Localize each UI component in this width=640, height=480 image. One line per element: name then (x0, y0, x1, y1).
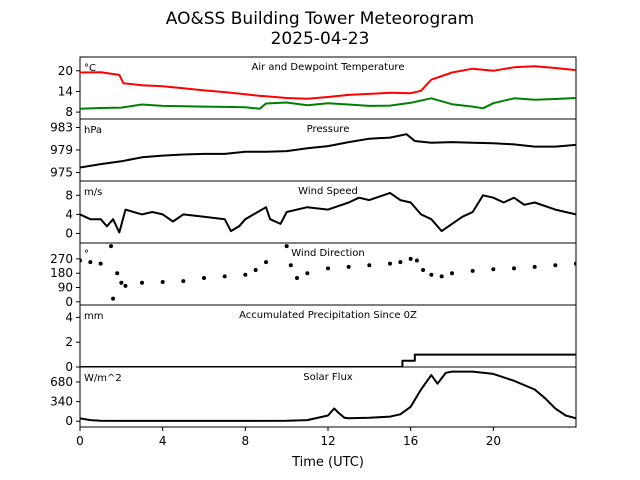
data-point (408, 256, 413, 261)
series-group (80, 353, 576, 367)
y-tick-label: 2 (65, 335, 73, 349)
series-group (80, 244, 576, 301)
y-tick-label: 680 (50, 375, 73, 389)
panel-title: Solar Flux (303, 372, 353, 383)
y-tick-label: 4 (65, 310, 73, 324)
data-point (295, 275, 299, 280)
panel-title: Wind Speed (298, 186, 358, 197)
data-point (243, 272, 248, 277)
y-tick-label: 340 (50, 395, 73, 409)
series-group (80, 133, 576, 169)
x-tick-label: 8 (242, 434, 250, 448)
y-tick-label: 90 (58, 281, 73, 295)
x-tick-label: 16 (403, 434, 418, 448)
data-point (115, 271, 120, 276)
data-point (512, 266, 516, 271)
panel-2: 0 4 8 Wind Speed m/s (65, 180, 577, 244)
data-point (288, 263, 293, 268)
y-tick-label: 975 (50, 166, 73, 180)
data-point (439, 274, 444, 279)
y-tick-label: 0 (65, 226, 73, 240)
data-point (109, 244, 113, 249)
data-point (264, 260, 268, 265)
panel-unit-label: mm (84, 311, 103, 322)
y-tick-label: 8 (65, 188, 73, 202)
y-tick-label: 180 (50, 266, 73, 280)
panel-unit-label: °C (84, 63, 96, 74)
data-point (140, 280, 144, 285)
series-line-0 (80, 65, 576, 100)
data-point (450, 271, 454, 276)
data-point (553, 263, 558, 268)
panel-title: Wind Direction (291, 248, 365, 259)
data-point (88, 260, 93, 265)
panel-1: 975 979 983 Pressure hPa (50, 118, 577, 182)
data-point (284, 244, 289, 249)
panel-title: Accumulated Precipitation Since 0Z (239, 310, 417, 321)
panel-unit-label: hPa (84, 125, 102, 136)
data-point (346, 264, 351, 269)
x-tick-label: 12 (320, 434, 335, 448)
x-tick-label: 20 (486, 434, 501, 448)
panel-0: 8 14 20 Air and Dewpoint Temperature °C (58, 56, 577, 120)
panel-unit-label: ° (84, 249, 89, 260)
y-tick-label: 979 (50, 143, 73, 157)
series-group (80, 65, 576, 110)
data-point (367, 263, 372, 268)
figure-title-line1: AO&SS Building Tower Meteorogram (166, 9, 474, 29)
data-point (398, 260, 403, 265)
series-line-0 (80, 133, 576, 169)
data-point (326, 266, 330, 271)
panel-unit-label: m/s (84, 187, 102, 198)
x-axis: 0 4 8 12 16 20 (76, 427, 501, 448)
data-point (574, 261, 576, 266)
y-tick-label: 14 (58, 84, 73, 98)
data-point (160, 279, 165, 284)
panel-title: Pressure (307, 124, 350, 135)
data-point (111, 296, 116, 301)
panel-unit-label: W/m^2 (84, 373, 122, 384)
series-line-0 (80, 353, 576, 367)
y-tick-label: 0 (65, 295, 73, 309)
x-tick-label: 4 (159, 434, 167, 448)
data-point (80, 258, 82, 263)
y-tick-label: 0 (65, 360, 73, 374)
data-point (202, 275, 206, 280)
series-line-0 (80, 370, 576, 422)
x-axis-label: Time (UTC) (291, 455, 364, 470)
data-point (470, 268, 475, 273)
data-point (429, 272, 434, 277)
data-point (491, 267, 496, 272)
data-point (253, 268, 258, 273)
panel-title: Air and Dewpoint Temperature (252, 62, 405, 73)
y-tick-label: 20 (58, 64, 73, 78)
y-tick-label: 983 (50, 120, 73, 134)
data-point (421, 268, 426, 273)
data-point (305, 271, 310, 276)
data-point (119, 280, 124, 285)
data-point (98, 261, 103, 266)
data-point (532, 264, 537, 269)
data-point (388, 261, 392, 266)
y-tick-label: 270 (50, 252, 73, 266)
series-group (80, 370, 576, 422)
series-group (80, 191, 576, 234)
data-point (222, 274, 227, 279)
y-tick-label: 4 (65, 207, 73, 221)
series-line-0 (80, 191, 576, 234)
x-tick-label: 0 (76, 434, 84, 448)
data-point (414, 258, 419, 263)
figure-title-line2: 2025-04-23 (271, 29, 370, 49)
y-tick-label: 0 (65, 414, 73, 428)
y-tick-label: 8 (65, 105, 73, 119)
series-line-1 (80, 97, 576, 110)
data-point (181, 279, 186, 284)
data-point (123, 283, 128, 288)
